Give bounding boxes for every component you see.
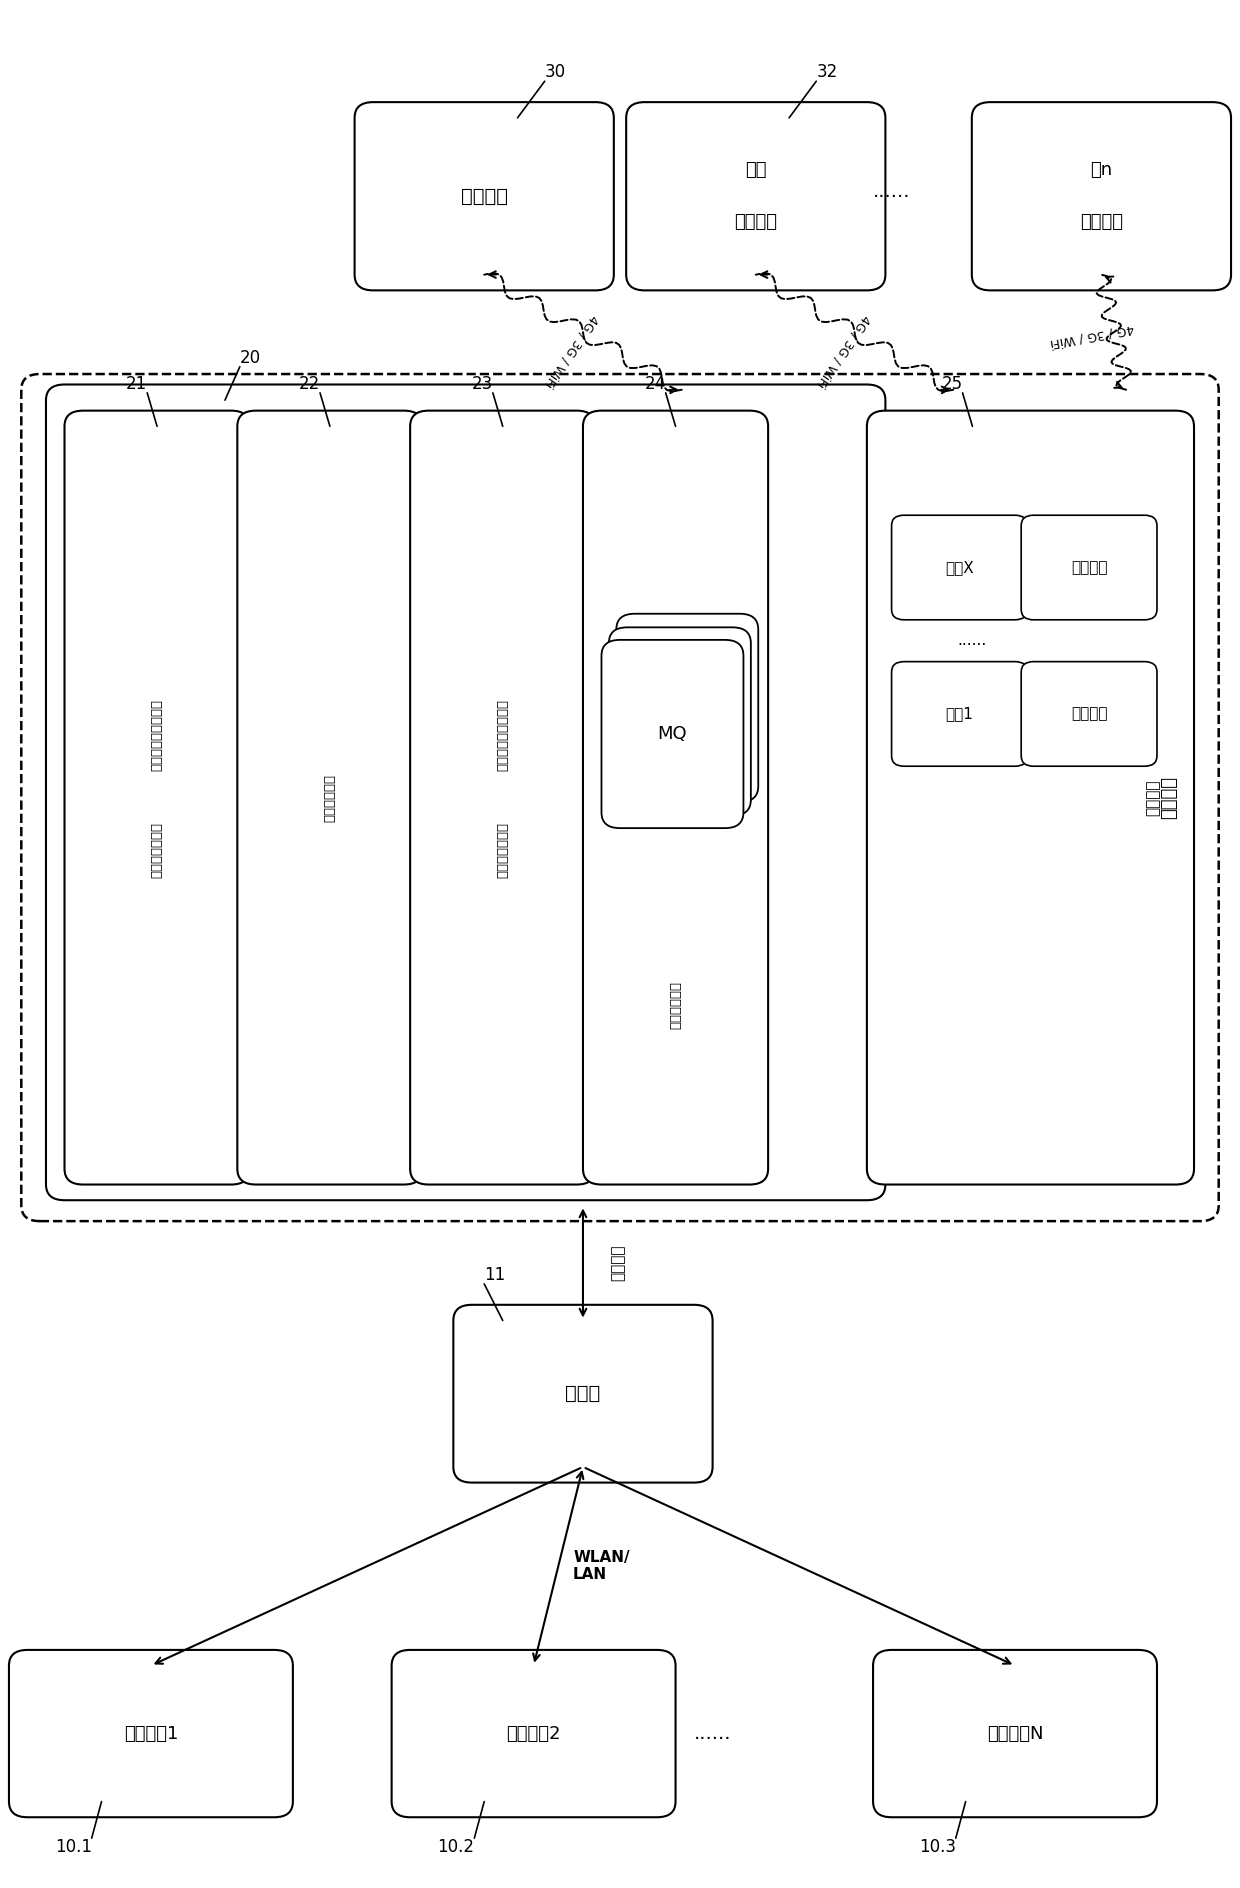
FancyBboxPatch shape (1022, 661, 1157, 767)
Text: 10.1: 10.1 (55, 1839, 92, 1856)
Text: MQ: MQ (657, 725, 687, 744)
FancyBboxPatch shape (454, 1305, 713, 1482)
FancyBboxPatch shape (616, 614, 758, 802)
FancyBboxPatch shape (601, 640, 744, 829)
FancyBboxPatch shape (9, 1650, 293, 1818)
Text: 用户终端: 用户终端 (1080, 213, 1123, 232)
Text: 门禁设备1: 门禁设备1 (124, 1724, 179, 1743)
FancyBboxPatch shape (972, 102, 1231, 291)
Text: 22: 22 (299, 376, 320, 393)
Text: 总控模块: 总控模块 (1146, 780, 1161, 816)
Text: 21: 21 (126, 376, 148, 393)
Text: ......: ...... (957, 632, 987, 648)
FancyBboxPatch shape (237, 412, 423, 1184)
Text: 门禁设备N: 门禁设备N (987, 1724, 1043, 1743)
FancyBboxPatch shape (392, 1650, 676, 1818)
FancyBboxPatch shape (410, 412, 595, 1184)
Text: 4G / 3G / WiFi: 4G / 3G / WiFi (1049, 321, 1135, 349)
Text: ／媒体处理模块: ／媒体处理模块 (496, 821, 510, 878)
FancyBboxPatch shape (21, 374, 1219, 1222)
FancyBboxPatch shape (64, 412, 249, 1184)
FancyBboxPatch shape (867, 412, 1194, 1184)
Text: 用户服务: 用户服务 (1071, 706, 1107, 721)
Text: 第n: 第n (1090, 160, 1112, 179)
Text: 30: 30 (544, 62, 565, 81)
Text: 用户终端: 用户终端 (734, 213, 777, 232)
Text: 第一: 第一 (745, 160, 766, 179)
Text: 32: 32 (816, 62, 837, 81)
Text: 宽带接入: 宽带接入 (610, 1244, 625, 1282)
Text: 后台系统: 后台系统 (1161, 776, 1178, 819)
Text: 10.3: 10.3 (919, 1839, 956, 1856)
Text: 消息处理模块: 消息处理模块 (670, 982, 682, 1029)
Text: ......: ...... (873, 181, 910, 200)
Text: 用户终端: 用户终端 (461, 187, 507, 206)
Text: 门禁设备2: 门禁设备2 (506, 1724, 560, 1743)
Text: 25: 25 (941, 376, 962, 393)
Text: WLAN/
LAN: WLAN/ LAN (573, 1550, 630, 1582)
Text: 23: 23 (471, 376, 492, 393)
FancyBboxPatch shape (892, 661, 1028, 767)
Text: ／转发处理模块: ／转发处理模块 (150, 821, 164, 878)
Text: 24: 24 (645, 376, 666, 393)
Text: 路由器: 路由器 (565, 1384, 600, 1403)
Text: ......: ...... (694, 1724, 732, 1743)
Text: 小区1: 小区1 (946, 706, 973, 721)
Text: 转发服务器（集群）: 转发服务器（集群） (150, 699, 164, 770)
Text: 设备管理: 设备管理 (1071, 561, 1107, 576)
FancyBboxPatch shape (873, 1650, 1157, 1818)
Text: 10.2: 10.2 (438, 1839, 475, 1856)
Text: 小区X: 小区X (945, 561, 973, 576)
Text: 4G / 3G / WiFi: 4G / 3G / WiFi (813, 312, 872, 391)
FancyBboxPatch shape (626, 102, 885, 291)
Text: 4G / 3G / WiFi: 4G / 3G / WiFi (542, 312, 600, 391)
FancyBboxPatch shape (1022, 515, 1157, 619)
Text: 媒体服务器（集群）: 媒体服务器（集群） (496, 699, 510, 770)
Text: 信令处理模块: 信令处理模块 (324, 774, 336, 821)
FancyBboxPatch shape (609, 627, 751, 816)
FancyBboxPatch shape (583, 412, 768, 1184)
Text: 11: 11 (484, 1265, 506, 1284)
FancyBboxPatch shape (892, 515, 1028, 619)
FancyBboxPatch shape (46, 385, 885, 1201)
FancyBboxPatch shape (355, 102, 614, 291)
Text: 20: 20 (239, 349, 260, 366)
